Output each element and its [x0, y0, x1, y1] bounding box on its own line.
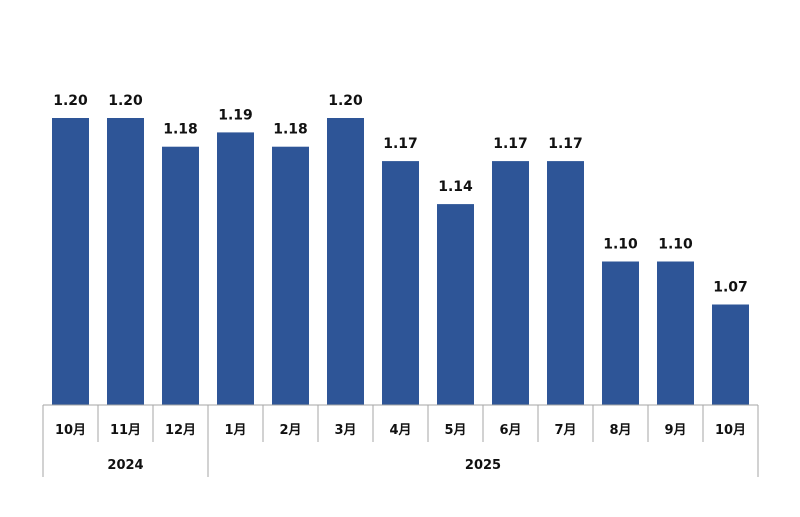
group-label-0: 2024 [107, 458, 143, 473]
value-label-8: 1.17 [493, 136, 528, 152]
value-label-3: 1.19 [218, 107, 253, 123]
bar-9 [547, 161, 584, 405]
x-tick-label-5: 3月 [334, 423, 356, 438]
bars-layer [52, 118, 749, 405]
x-tick-label-8: 6月 [499, 423, 521, 438]
value-label-7: 1.14 [438, 179, 473, 195]
bar-2 [162, 146, 199, 405]
x-tick-label-11: 9月 [664, 423, 686, 438]
bar-3 [217, 132, 254, 405]
x-tick-label-4: 2月 [279, 423, 301, 438]
bar-8 [492, 161, 529, 405]
value-label-6: 1.17 [383, 136, 418, 152]
group-label-1: 2025 [465, 458, 501, 473]
value-labels-layer: 1.20 1.20 1.18 1.19 1.18 1.20 1.17 1.14 1.17 1.17… [53, 93, 748, 296]
value-label-9: 1.17 [548, 136, 583, 152]
value-label-1: 1.20 [108, 93, 143, 109]
value-label-2: 1.18 [163, 122, 198, 138]
value-label-5: 1.20 [328, 93, 363, 109]
bar-1 [107, 118, 144, 405]
x-axis: 10月 11月 12月 1月 2月 3月 4月 5月 6月 7月 8月 9月 10月 2024 2025 [42, 404, 759, 477]
x-tick-label-9: 7月 [554, 423, 576, 438]
value-label-0: 1.20 [53, 93, 88, 109]
bar-4 [272, 146, 309, 405]
bar-6 [382, 161, 419, 405]
x-tick-label-0: 10月 [55, 423, 86, 438]
value-label-12: 1.07 [713, 280, 748, 296]
x-tick-label-6: 4月 [389, 423, 411, 438]
bar-12 [712, 304, 749, 405]
x-tick-label-1: 11月 [110, 423, 141, 438]
x-tick-label-10: 8月 [609, 423, 631, 438]
x-tick-label-2: 12月 [165, 423, 196, 438]
x-tick-label-7: 5月 [444, 423, 466, 438]
bar-7 [437, 204, 474, 405]
x-tick-label-12: 10月 [715, 423, 746, 438]
value-label-11: 1.10 [658, 237, 693, 253]
x-tick-label-3: 1月 [224, 423, 246, 438]
value-label-10: 1.10 [603, 237, 638, 253]
value-label-4: 1.18 [273, 122, 308, 138]
bar-5 [327, 118, 364, 405]
bar-11 [657, 261, 694, 405]
bar-0 [52, 118, 89, 405]
bar-10 [602, 261, 639, 405]
